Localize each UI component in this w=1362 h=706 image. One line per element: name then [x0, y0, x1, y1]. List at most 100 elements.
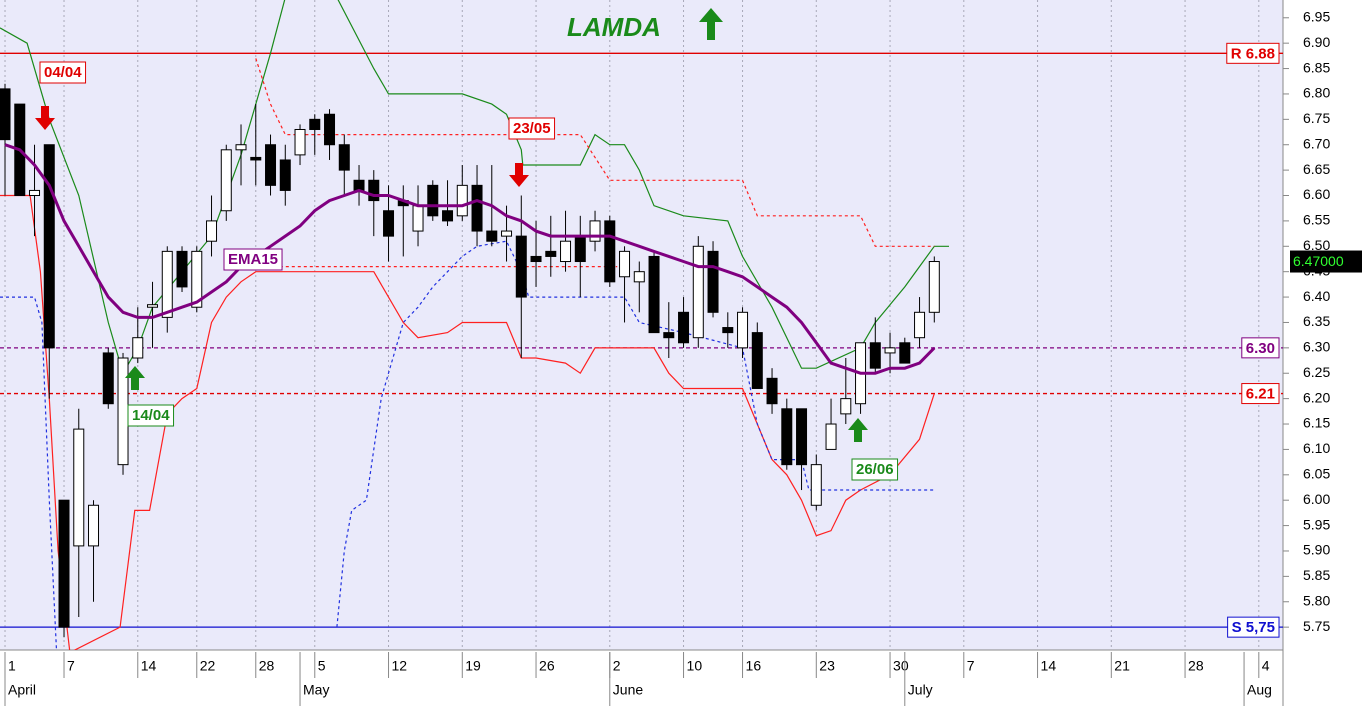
candle-body [250, 156, 262, 161]
y-tick-label: 5.95 [1303, 516, 1330, 532]
y-tick-label: 6.10 [1303, 440, 1330, 456]
candle-body [220, 149, 232, 212]
level-label-box [1241, 383, 1280, 405]
candle-body [501, 230, 513, 237]
candle-body [545, 250, 557, 257]
y-tick-label: 5.80 [1303, 592, 1330, 608]
candle-body [633, 271, 645, 283]
x-tick-label: 10 [687, 658, 703, 674]
x-tick-label: 28 [259, 658, 275, 674]
candle-body [161, 250, 173, 318]
month-label: Aug [1247, 682, 1272, 698]
candle-body [825, 423, 837, 450]
annotation: 26/06 [856, 461, 894, 478]
sell-arrow [509, 163, 529, 187]
candle-body [796, 408, 808, 466]
x-tick-label: 12 [392, 658, 408, 674]
level-label: R 6.88 [1231, 45, 1275, 62]
x-tick-label: 7 [67, 658, 75, 674]
annotation-box [851, 458, 899, 481]
annotation: 14/04 [132, 407, 170, 424]
candle-body [766, 377, 778, 405]
candle-body [427, 184, 439, 217]
level-label-box [1227, 616, 1280, 638]
candle-body [265, 144, 277, 186]
candle-body [560, 240, 572, 263]
last-price-box [1290, 250, 1362, 273]
buy-arrow [848, 418, 868, 442]
candle-body [206, 220, 218, 242]
candle-body [781, 408, 793, 466]
y-tick-label: 5.85 [1303, 567, 1330, 583]
candle-body [29, 189, 41, 197]
candle-body [58, 499, 70, 628]
title-arrow [699, 8, 723, 40]
y-tick-label: 6.15 [1303, 415, 1330, 431]
candle-body [309, 118, 321, 130]
annotation-box [223, 248, 283, 271]
sell-arrow [35, 106, 55, 130]
candle-body [324, 113, 336, 146]
y-tick-label: 6.85 [1303, 59, 1330, 75]
level-label: 6.21 [1246, 386, 1275, 403]
annotation-box [127, 404, 175, 427]
candle-body [147, 304, 159, 308]
candle-body [383, 210, 395, 237]
candle-body [456, 184, 468, 217]
candle-body [530, 255, 542, 263]
x-tick-label: 1 [8, 658, 16, 674]
x-tick-label: 14 [1041, 658, 1057, 674]
candle-body [737, 311, 749, 349]
x-tick-label: 22 [200, 658, 216, 674]
x-tick-label: 30 [893, 658, 909, 674]
candle-body [604, 220, 616, 283]
candle-body [840, 398, 852, 415]
y-tick-label: 6.70 [1303, 135, 1330, 151]
plot-background [0, 0, 1283, 650]
candle-body [235, 144, 247, 151]
y-tick-label: 6.50 [1303, 237, 1330, 253]
x-tick-label: 5 [318, 658, 326, 674]
annotation: 23/05 [513, 120, 551, 137]
y-tick-label: 6.65 [1303, 161, 1330, 177]
level-label: 6.30 [1246, 340, 1275, 357]
candle-body [294, 128, 306, 156]
candle-body [663, 332, 675, 339]
level-label-box [1241, 337, 1280, 359]
y-tick-label: 6.20 [1303, 389, 1330, 405]
candle-body [412, 205, 424, 232]
candle-body [515, 235, 527, 298]
y-tick-label: 6.55 [1303, 212, 1330, 228]
candle-body [574, 235, 586, 263]
month-label: July [908, 682, 933, 698]
candle-body [884, 347, 896, 354]
y-tick-label: 6.90 [1303, 34, 1330, 50]
candle-body [73, 428, 85, 547]
x-tick-label: 21 [1114, 658, 1130, 674]
chart-title: LAMDA [567, 12, 661, 42]
x-tick-label: 4 [1262, 658, 1270, 674]
candle-body [132, 337, 144, 359]
level-label: S 5,75 [1232, 619, 1275, 636]
x-tick-label: 2 [613, 658, 621, 674]
candle-body [338, 144, 350, 171]
month-label: May [303, 682, 329, 698]
candle-body [707, 250, 719, 313]
annotation: 04/04 [44, 64, 82, 81]
y-tick-label: 6.60 [1303, 186, 1330, 202]
y-tick-label: 6.80 [1303, 85, 1330, 101]
candle-body [914, 311, 926, 339]
annotation: EMA15 [228, 251, 278, 268]
y-tick-label: 6.25 [1303, 364, 1330, 380]
candle-body [43, 144, 55, 349]
x-tick-label: 26 [539, 658, 555, 674]
y-tick-label: 6.00 [1303, 491, 1330, 507]
candle-body [486, 230, 498, 242]
candle-body [751, 332, 763, 389]
x-tick-label: 19 [465, 658, 481, 674]
x-tick-label: 7 [967, 658, 975, 674]
indicator-line [255, 58, 935, 247]
candle-body [899, 342, 911, 364]
ema-line [4, 143, 936, 375]
